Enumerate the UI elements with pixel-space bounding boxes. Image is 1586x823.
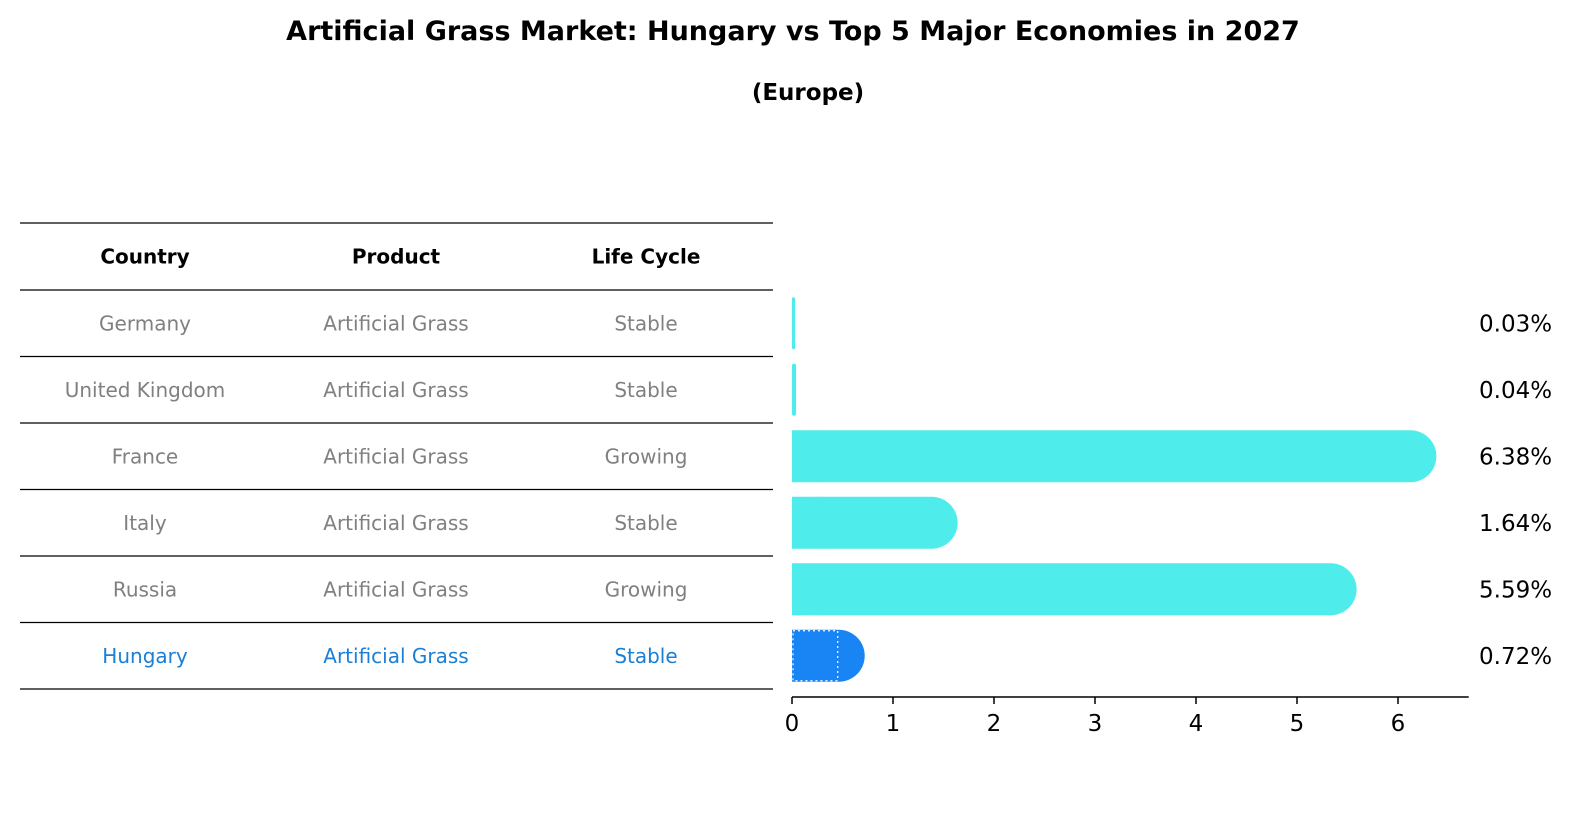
x-tick-label: 2: [987, 711, 1002, 737]
chart-title: Artificial Grass Market: Hungary vs Top …: [286, 16, 1300, 47]
product-cell: Artificial Grass: [323, 311, 468, 335]
product-cell: Artificial Grass: [323, 511, 468, 535]
bar-italy: [792, 496, 958, 549]
country-cell: Russia: [113, 577, 177, 601]
life-cycle-cell: Stable: [614, 511, 677, 535]
bar-base: [792, 430, 818, 483]
country-cell: Hungary: [102, 644, 188, 668]
life-cycle-cell: Stable: [614, 378, 677, 402]
product-cell: Artificial Grass: [323, 644, 468, 668]
bar-france: [792, 430, 1437, 483]
data-table: Country Product Life Cycle Germany Artificia…: [20, 222, 773, 690]
life-cycle-cell: Stable: [614, 311, 677, 335]
x-tick-label: 6: [1391, 711, 1406, 737]
x-tick-label: 1: [886, 711, 901, 737]
table-header-country: Country: [100, 245, 189, 269]
life-cycle-cell: Growing: [605, 577, 688, 601]
bar-base: [792, 563, 818, 616]
bar-value-label: 0.03%: [1479, 311, 1552, 337]
bar-value-label: 0.04%: [1479, 378, 1552, 404]
bar-chart: 0.03% 0.04% 6.38% 1.64% 5.59% 0.72% 0 1 2 3 4 5 6: [785, 297, 1552, 737]
bar-value-label: 0.72%: [1479, 644, 1552, 670]
bar-russia: [792, 563, 1357, 616]
country-cell: Germany: [99, 311, 191, 335]
life-cycle-cell: Stable: [614, 644, 677, 668]
bar-value-label: 5.59%: [1479, 577, 1552, 603]
x-tick-label: 5: [1290, 711, 1305, 737]
bar-united-kingdom: [792, 363, 797, 416]
bar-value-label: 1.64%: [1479, 511, 1552, 537]
country-cell: France: [112, 444, 179, 468]
life-cycle-cell: Growing: [605, 444, 688, 468]
bar-base: [792, 629, 818, 682]
bar-value-label: 6.38%: [1479, 444, 1552, 470]
country-cell: United Kingdom: [65, 378, 226, 402]
product-cell: Artificial Grass: [323, 577, 468, 601]
bar-base: [792, 496, 818, 549]
product-cell: Artificial Grass: [323, 444, 468, 468]
table-header-life-cycle: Life Cycle: [592, 245, 701, 269]
x-tick-label: 3: [1088, 711, 1103, 737]
x-tick-label: 4: [1189, 711, 1204, 737]
bar-germany: [792, 297, 796, 350]
country-cell: Italy: [123, 511, 167, 535]
x-tick-label: 0: [785, 711, 800, 737]
product-cell: Artificial Grass: [323, 378, 468, 402]
table-header-product: Product: [352, 245, 441, 269]
chart-subtitle: (Europe): [751, 80, 865, 106]
